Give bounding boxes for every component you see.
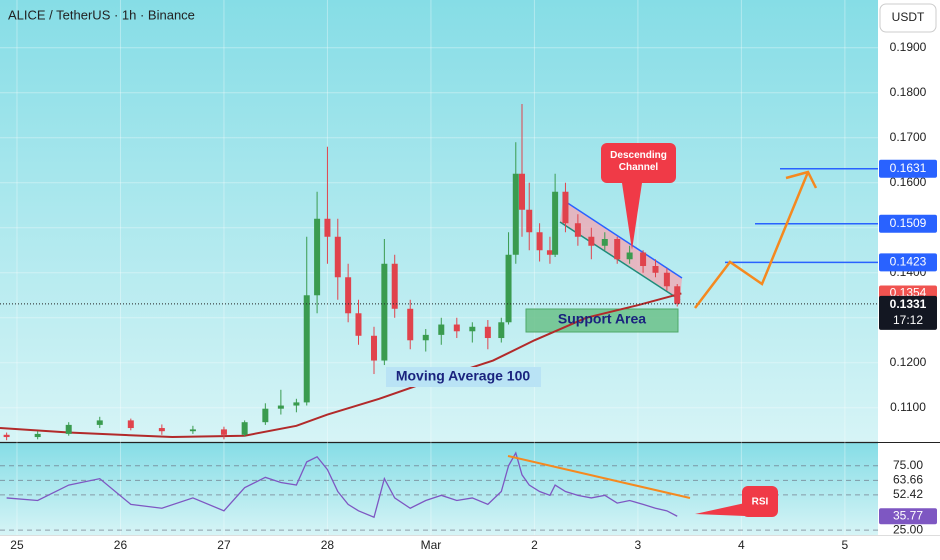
candle-body <box>158 428 165 432</box>
candle-body <box>65 424 72 434</box>
x-tick-label: 26 <box>114 538 128 552</box>
channel-callout <box>601 143 676 183</box>
candle-body <box>241 422 248 435</box>
price-tag <box>879 295 937 330</box>
x-tick-label: 27 <box>217 538 231 552</box>
rsi-tick-label: 63.66 <box>893 473 923 487</box>
candle-body <box>518 173 525 210</box>
candle-body <box>601 239 608 246</box>
currency: USDT <box>892 10 925 24</box>
rsi-tick-label: 52.42 <box>893 487 923 501</box>
candle-body <box>334 236 341 278</box>
rsi-pane <box>0 443 878 535</box>
x-tick-label: Mar <box>421 538 442 552</box>
y-tick-label: 0.1900 <box>890 40 927 54</box>
candle-body <box>220 429 227 435</box>
candle-body <box>277 405 284 409</box>
price-axis <box>878 36 940 442</box>
x-tick-label: 3 <box>635 538 642 552</box>
projection-arrow <box>785 170 818 189</box>
rsi-line <box>6 451 678 519</box>
rsi-callout <box>742 486 778 517</box>
candle-body <box>640 252 647 267</box>
candle-body <box>371 335 378 361</box>
countdown: 17:12 <box>893 313 923 327</box>
candle-body <box>626 252 633 260</box>
rsi-callout-label: RSI <box>752 497 769 508</box>
candle-body <box>453 324 460 332</box>
candle-body <box>314 218 321 296</box>
candle-body <box>552 191 559 255</box>
candle-body <box>663 272 670 287</box>
candle-body <box>391 263 398 309</box>
y-tick-label: 0.1600 <box>890 175 927 189</box>
y-tick-label: 0.1100 <box>890 400 926 414</box>
candle-body <box>562 191 569 224</box>
support-box <box>525 308 679 333</box>
moving-average <box>0 292 682 439</box>
y-tick-label: 0.1800 <box>890 85 927 99</box>
x-tick-label: 28 <box>321 538 335 552</box>
level-tag <box>879 159 937 178</box>
rsi-tick-label: 25.00 <box>893 522 923 536</box>
candle-body <box>345 277 352 314</box>
candle-body <box>674 286 681 304</box>
candle-body <box>34 433 41 438</box>
level-label: 0.1631 <box>890 161 927 175</box>
x-tick-label: 2 <box>531 538 538 552</box>
level-label: 0.1509 <box>890 216 927 230</box>
level-tag <box>879 214 937 233</box>
candle-body <box>189 429 196 432</box>
x-tick-label: 4 <box>738 538 745 552</box>
candle-body <box>262 408 269 423</box>
candle-body <box>355 313 362 336</box>
candle-body <box>505 254 512 323</box>
support-label: Support Area <box>558 311 646 327</box>
channel-pointer <box>622 183 642 250</box>
channel-upper <box>562 199 683 279</box>
channel-callout-text: Descending Channel <box>610 150 667 173</box>
candle-body <box>303 295 310 403</box>
y-tick-label: 0.1200 <box>890 355 927 369</box>
candle-body <box>422 334 429 341</box>
candle-body <box>546 250 553 255</box>
channel-fill <box>560 200 682 300</box>
candle-body <box>438 324 445 335</box>
candle-body <box>3 434 10 438</box>
x-tick-label: 25 <box>10 538 24 552</box>
level-tag <box>879 253 937 272</box>
candle-body <box>127 420 134 429</box>
rsi-pointer <box>695 503 745 516</box>
candle-body <box>574 223 581 237</box>
candle-body <box>293 402 300 406</box>
rsi-trendline <box>507 455 691 499</box>
rsi-tag-label: 35.77 <box>893 508 923 522</box>
y-tick-label: 0.1700 <box>890 130 927 144</box>
candle-body <box>526 209 533 233</box>
rsi-tag <box>879 508 937 525</box>
candle-body <box>96 420 103 425</box>
candle-body <box>469 326 476 332</box>
currency-box[interactable] <box>879 3 937 33</box>
candle-body <box>484 326 491 339</box>
candle-body <box>512 173 519 255</box>
price-tag-label: 0.1331 <box>890 297 927 311</box>
candle-body <box>614 239 621 260</box>
ma-label-bg <box>386 367 541 387</box>
candle-body <box>536 232 543 251</box>
x-tick-label: 5 <box>842 538 849 552</box>
candle-body <box>498 322 505 339</box>
projection <box>694 171 810 309</box>
ma-label: Moving Average 100 <box>396 368 531 384</box>
candle-body <box>588 236 595 246</box>
level-label: 0.1423 <box>890 255 927 269</box>
candle-body <box>652 266 659 273</box>
candle-body <box>381 263 388 361</box>
rsi-tick-label: 75.00 <box>893 458 923 472</box>
candle-body <box>407 308 414 341</box>
chart-title: ALICE / TetherUS · 1h · Binance <box>8 7 195 22</box>
candle-body <box>324 218 331 237</box>
